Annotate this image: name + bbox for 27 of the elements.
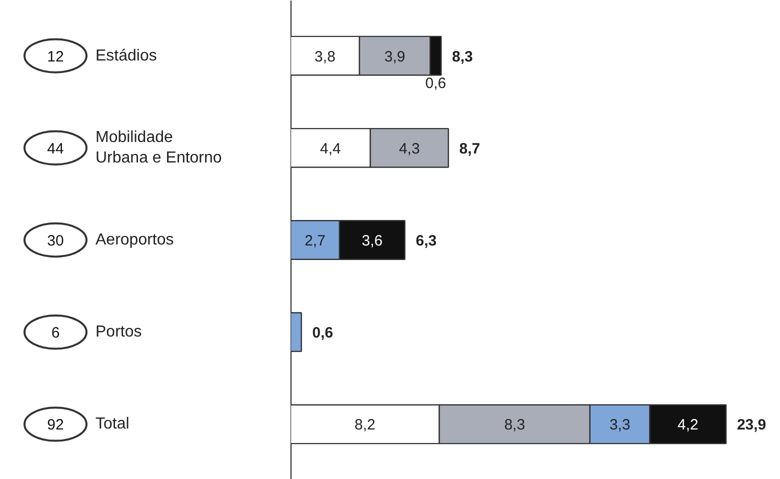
data-label: 3,8: [314, 48, 336, 66]
text: 92: [47, 416, 64, 434]
data-label: 8,3: [504, 416, 526, 434]
y-tick-label: Total: [96, 416, 130, 433]
y-tick-label: Estádios: [96, 47, 157, 64]
data-label: 3,3: [609, 416, 630, 434]
total-label: 8,7: [459, 140, 480, 158]
text: 44: [47, 140, 64, 158]
total-label: 0,6: [312, 324, 334, 342]
total-label: 6,3: [416, 232, 437, 250]
total-label: 23,9: [736, 416, 766, 434]
text: 30: [47, 232, 64, 250]
bar: [290, 312, 302, 352]
y-tick-label: Aeroportos: [96, 232, 174, 248]
total-label: 8,3: [452, 48, 473, 66]
text: 6: [51, 324, 60, 342]
data-label: 4,2: [678, 416, 698, 434]
data-label: 8,2: [354, 416, 376, 434]
data-label: 4,4: [320, 140, 341, 158]
text: 12: [47, 48, 64, 66]
data-label: 3,9: [384, 48, 406, 66]
y-tick-label: Mobilidade Urbana e Entorno: [96, 129, 222, 167]
y-tick-label: Portos: [96, 324, 142, 341]
data-label: 4,3: [398, 140, 420, 158]
data-label: 3,6: [362, 232, 383, 250]
data-label: 0,6: [425, 74, 446, 92]
data-label: 2,7: [304, 232, 326, 250]
